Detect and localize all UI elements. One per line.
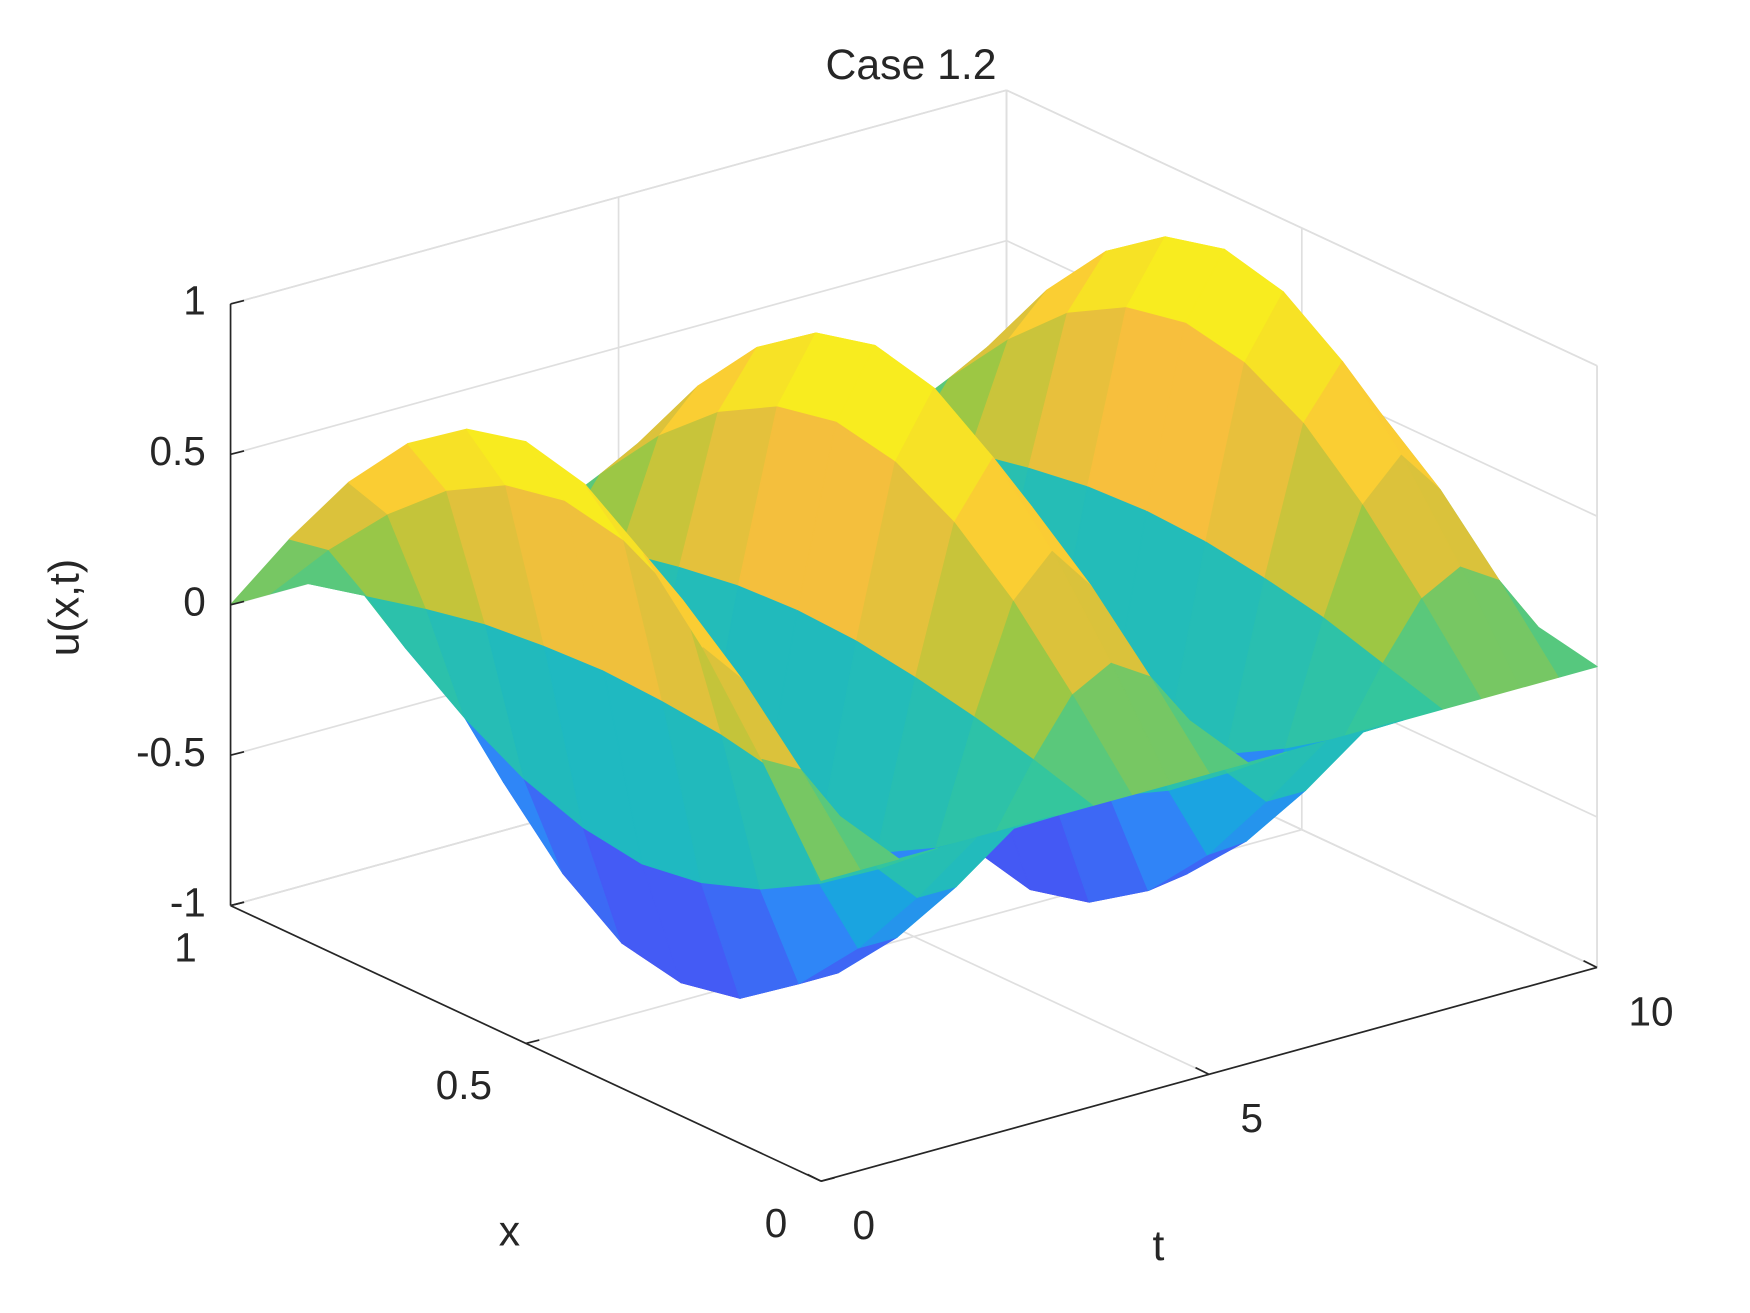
y-tick-label: 10 (1629, 988, 1674, 1034)
grid-line (230, 89, 1007, 305)
x-tick (820, 1176, 835, 1182)
z-tick (230, 600, 245, 606)
z-axis-label: u(x,t) (41, 559, 89, 656)
surface (229, 236, 1598, 999)
z-tick-label: 0 (183, 578, 206, 624)
y-tick (1583, 959, 1598, 969)
z-tick-label: -0.5 (136, 729, 206, 775)
y-tick (1195, 1066, 1210, 1076)
x-tick (525, 1039, 540, 1045)
x-axis-label: x (499, 1207, 520, 1255)
y-tick (807, 1173, 822, 1182)
x-tick-label: 1 (174, 924, 197, 970)
z-tick-label: 1 (183, 278, 206, 324)
x-tick-label: 0 (765, 1200, 788, 1246)
y-tick-label: 0 (853, 1202, 876, 1248)
grid-line (1006, 89, 1598, 367)
grid-line (230, 239, 1007, 456)
y-axis-label: t (1152, 1222, 1164, 1270)
chart-title: Case 1.2 (825, 41, 996, 89)
z-tick-label: -1 (170, 879, 206, 925)
z-tick (230, 750, 245, 757)
surface-patch (761, 758, 861, 881)
x-tick (230, 901, 245, 907)
z-tick-label: 0.5 (150, 428, 206, 474)
y-tick-label: 5 (1241, 1095, 1264, 1141)
z-tick (230, 299, 245, 305)
z-tick (230, 450, 245, 456)
x-tick-label: 0.5 (436, 1062, 492, 1108)
